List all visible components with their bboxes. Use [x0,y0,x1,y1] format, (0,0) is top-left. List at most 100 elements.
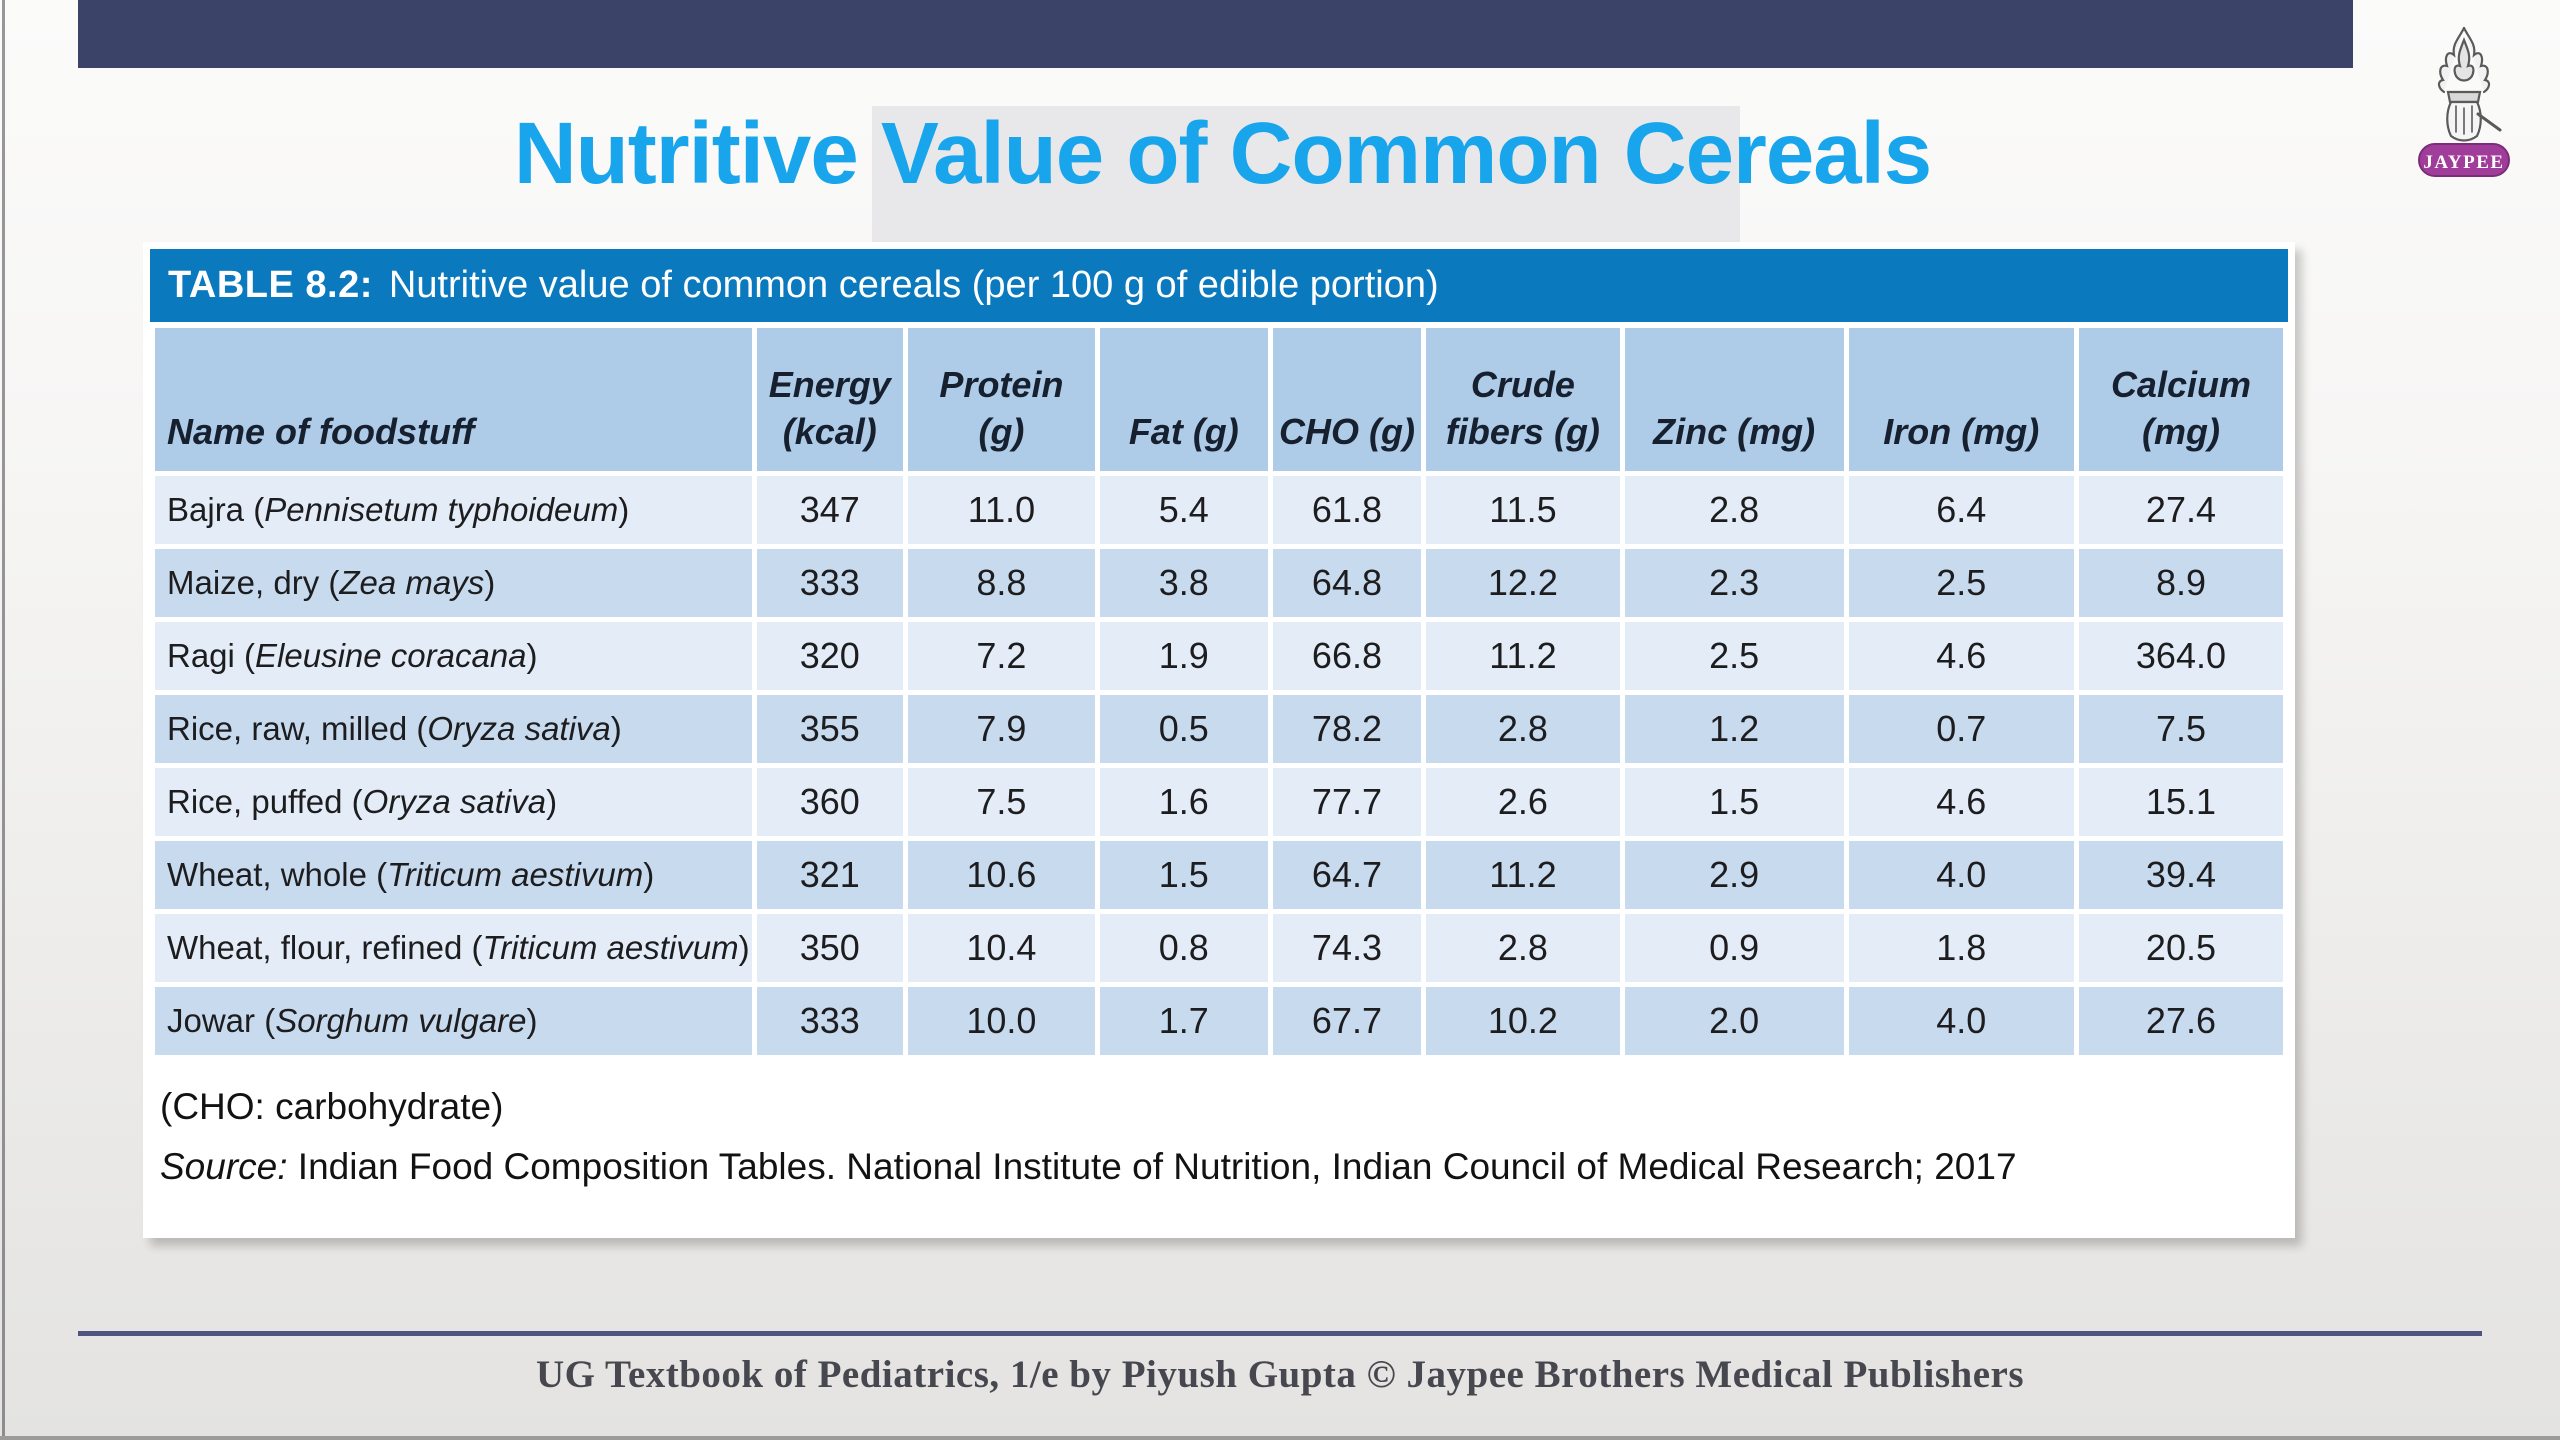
value-cell: 1.6 [1094,763,1273,841]
value-cell: 2.5 [1619,617,1849,695]
value-cell: 67.7 [1267,982,1427,1060]
source-text: Indian Food Composition Tables. National… [297,1145,2017,1187]
value-cell: 74.3 [1267,909,1427,987]
value-cell: 6.4 [1843,471,2079,549]
top-navy-bar [78,0,2353,68]
value-cell: 66.8 [1267,617,1427,695]
column-header-name: Name of foodstuff [150,323,757,476]
value-cell: 10.4 [902,909,1100,987]
value-cell: 2.8 [1421,690,1625,768]
value-cell: 2.5 [1843,544,2079,622]
column-header: Calcium (mg) [2073,323,2289,476]
value-cell: 2.8 [1421,909,1625,987]
value-cell: 321 [751,836,908,914]
column-header: Crude fibers (g) [1421,323,1625,476]
value-cell: 320 [751,617,908,695]
value-cell: 5.4 [1094,471,1273,549]
value-cell: 0.5 [1094,690,1273,768]
screen-bottom-edge [0,1436,2560,1440]
column-header: Fat (g) [1094,323,1273,476]
value-cell: 1.8 [1843,909,2079,987]
value-cell: 12.2 [1421,544,1625,622]
table-caption-bar: TABLE 8.2: Nutritive value of common cer… [150,249,2288,322]
foodstuff-name-cell: Jowar (Sorghum vulgare) [150,982,757,1060]
value-cell: 4.6 [1843,617,2079,695]
species-name: Triticum aestivum [387,856,644,893]
value-cell: 11.5 [1421,471,1625,549]
value-cell: 333 [751,982,908,1060]
table-notes: (CHO: carbohydrate) Source: Indian Food … [160,1080,2288,1193]
value-cell: 2.3 [1619,544,1849,622]
column-header: Energy (kcal) [751,323,908,476]
species-name: Pennisetum typhoideum [264,491,619,528]
value-cell: 347 [751,471,908,549]
value-cell: 10.6 [902,836,1100,914]
title-placeholder-box [872,106,1740,266]
species-name: Sorghum vulgare [275,1002,527,1039]
table-row: Bajra (Pennisetum typhoideum) 347 11.0 5.4 6… [150,471,2289,549]
page-title: Nutritive Value of Common Cereals [513,105,1932,202]
value-cell: 8.8 [902,544,1100,622]
table-card: TABLE 8.2: Nutritive value of common cer… [143,242,2295,1238]
value-cell: 2.8 [1619,471,1849,549]
value-cell: 4.0 [1843,982,2079,1060]
value-cell: 78.2 [1267,690,1427,768]
value-cell: 2.6 [1421,763,1625,841]
table-row: Rice, raw, milled (Oryza sativa) 355 7.9 0.… [150,690,2289,768]
species-name: Oryza sativa [427,710,611,747]
value-cell: 77.7 [1267,763,1427,841]
value-cell: 64.8 [1267,544,1427,622]
value-cell: 2.0 [1619,982,1849,1060]
foodstuff-name-cell: Maize, dry (Zea mays) [150,544,757,622]
value-cell: 1.9 [1094,617,1273,695]
source-line: Source: Indian Food Composition Tables. … [160,1140,2288,1194]
column-header: Protein (g) [902,323,1100,476]
species-name: Eleusine coracana [255,637,527,674]
table-row: Rice, puffed (Oryza sativa) 360 7.5 1.6 77.7… [150,763,2289,841]
value-cell: 3.8 [1094,544,1273,622]
value-cell: 4.0 [1843,836,2079,914]
note-cho: (CHO: carbohydrate) [160,1086,504,1127]
jaypee-logo: JAYPEE [2418,22,2510,180]
value-cell: 64.7 [1267,836,1427,914]
value-cell: 0.7 [1843,690,2079,768]
table-caption-label: TABLE 8.2: [168,264,373,306]
source-label: Source: [160,1145,288,1187]
value-cell: 8.9 [2073,544,2289,622]
footer-credit: UG Textbook of Pediatrics, 1/e by Piyush… [535,1353,2025,1396]
torch-icon: JAYPEE [2418,26,2510,177]
value-cell: 355 [751,690,908,768]
column-header: Iron (mg) [1843,323,2079,476]
foodstuff-name-cell: Wheat, flour, refined (Triticum aestivum… [150,909,757,987]
value-cell: 61.8 [1267,471,1427,549]
table-row: Maize, dry (Zea mays) 333 8.8 3.8 64.8 12.2 2.… [150,544,2289,622]
species-name: Oryza sativa [362,783,547,820]
value-cell: 0.9 [1619,909,1849,987]
value-cell: 20.5 [2073,909,2289,987]
value-cell: 27.4 [2073,471,2289,549]
value-cell: 7.5 [902,763,1100,841]
value-cell: 4.6 [1843,763,2079,841]
logo-pill [2418,143,2510,177]
value-cell: 333 [751,544,908,622]
value-cell: 7.5 [2073,690,2289,768]
value-cell: 1.5 [1094,836,1273,914]
foodstuff-name-cell: Wheat, whole (Triticum aestivum) [150,836,757,914]
value-cell: 11.2 [1421,617,1625,695]
value-cell: 2.9 [1619,836,1849,914]
value-cell: 364.0 [2073,617,2289,695]
value-cell: 7.2 [902,617,1100,695]
table-row: Jowar (Sorghum vulgare) 333 10.0 1.7 67.7 10.… [150,982,2289,1060]
value-cell: 39.4 [2073,836,2289,914]
foodstuff-name-cell: Bajra (Pennisetum typhoideum) [150,471,757,549]
value-cell: 27.6 [2073,982,2289,1060]
column-header-row: Name of foodstuff Energy (kcal) Protein (g… [150,323,2289,476]
value-cell: 360 [751,763,908,841]
value-cell: 11.2 [1421,836,1625,914]
foodstuff-name-cell: Rice, puffed (Oryza sativa) [150,763,757,841]
value-cell: 10.2 [1421,982,1625,1060]
value-cell: 1.2 [1619,690,1849,768]
value-cell: 1.5 [1619,763,1849,841]
column-header: Zinc (mg) [1619,323,1849,476]
value-cell: 350 [751,909,908,987]
